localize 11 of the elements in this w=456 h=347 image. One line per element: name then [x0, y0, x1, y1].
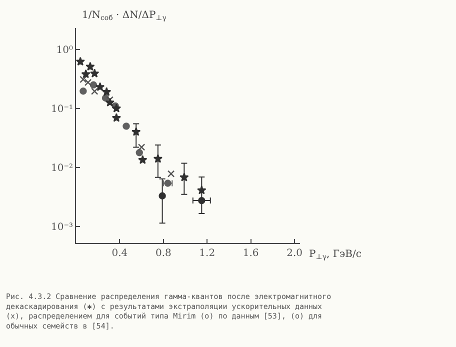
y-tick-label: 10⁰ — [56, 44, 73, 56]
x-axis-title: P$_{⊥γ}$, ГэВ/с — [309, 249, 362, 262]
x-tick-label: 2.0 — [286, 248, 302, 259]
x-tick-label: 1.2 — [199, 248, 216, 259]
y-tick-label: 10⁻³ — [50, 222, 73, 233]
y-tick-label: 10⁻² — [50, 162, 73, 174]
x-tick-label: 0.8 — [155, 248, 172, 259]
y-axis-title: 1/N$_{соб}$ · ΔN/ΔP$_{⊥γ}$ — [82, 10, 166, 22]
y-tick-label: 10⁻¹ — [50, 104, 73, 115]
x-tick-label: 1.6 — [242, 248, 259, 259]
x-tick-label: 0.4 — [112, 248, 128, 259]
